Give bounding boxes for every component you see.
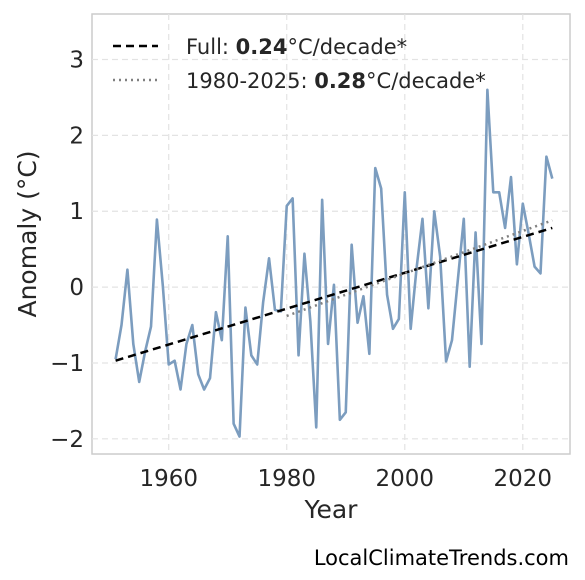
y-tick-label: 0 <box>69 275 84 301</box>
x-tick-label: 1980 <box>257 466 316 492</box>
y-tick-label: −1 <box>50 351 84 377</box>
legend-full-prefix: Full: <box>186 35 236 59</box>
y-tick-label: 1 <box>69 199 84 225</box>
legend-recent-value: 0.28 <box>314 69 366 93</box>
legend-full-suffix: °C/decade* <box>288 35 408 59</box>
legend-full-value: 0.24 <box>236 35 288 59</box>
full-trend-line <box>115 226 553 362</box>
ticks: 1960 1980 2000 2020 −2 −1 0 1 2 3 <box>50 48 552 492</box>
y-tick-label: 3 <box>69 48 84 74</box>
y-tick-label: −2 <box>50 427 84 453</box>
x-tick-label: 1960 <box>139 466 198 492</box>
grid <box>92 14 570 454</box>
y-axis-label: Anomaly (°C) <box>13 150 42 317</box>
legend-entry-full: Full: 0.24°C/decade* <box>186 35 407 59</box>
x-axis-label: Year <box>304 495 359 524</box>
watermark: LocalClimateTrends.com <box>313 546 569 570</box>
x-tick-label: 2000 <box>375 466 434 492</box>
plot-area <box>91 13 571 455</box>
anomaly-series-line <box>114 88 554 438</box>
y-tick-label: 2 <box>69 123 84 149</box>
legend: Full: 0.24°C/decade* 1980-2025: 0.28°C/d… <box>113 35 486 93</box>
series-layer <box>114 88 554 438</box>
legend-entry-recent: 1980-2025: 0.28°C/decade* <box>186 69 486 93</box>
legend-recent-suffix: °C/decade* <box>366 69 486 93</box>
recent-trend-line <box>286 219 553 318</box>
x-tick-label: 2020 <box>494 466 553 492</box>
legend-recent-prefix: 1980-2025: <box>186 69 314 93</box>
